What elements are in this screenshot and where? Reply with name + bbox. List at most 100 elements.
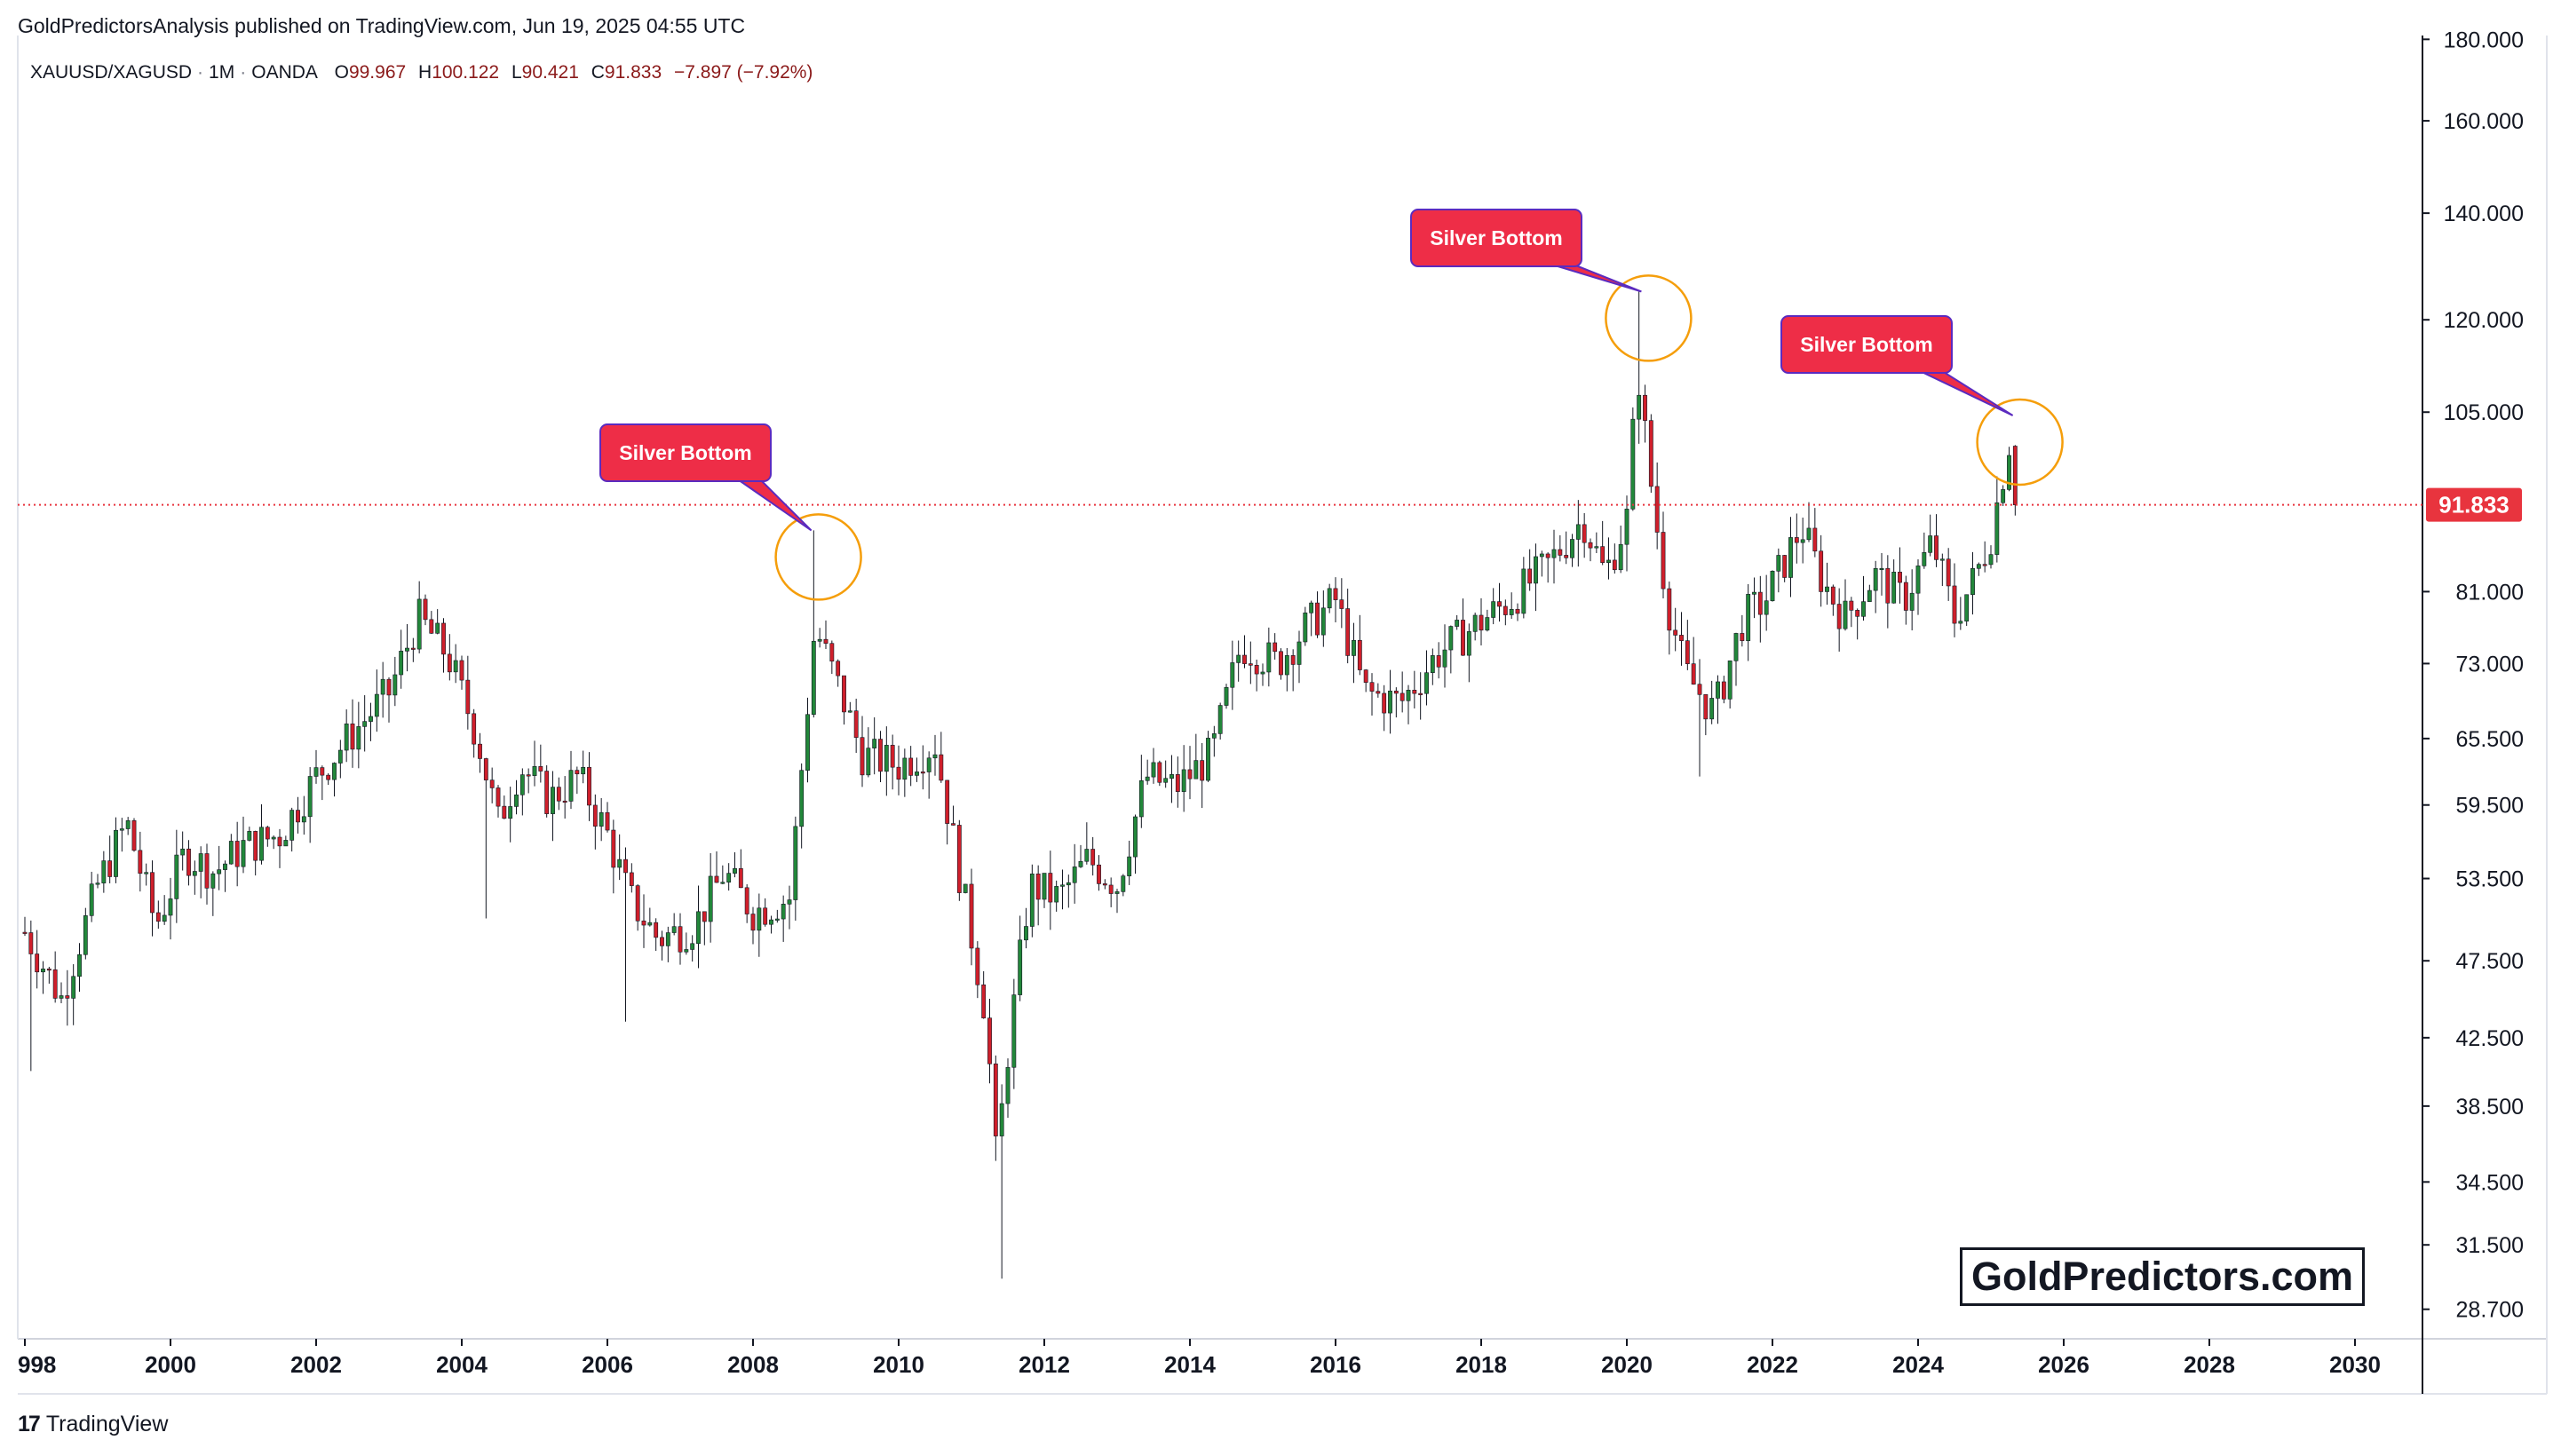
candle-body[interactable]: [1011, 994, 1017, 1068]
candle-body[interactable]: [823, 638, 829, 644]
candle-body[interactable]: [35, 954, 40, 973]
candle-body[interactable]: [1691, 663, 1696, 685]
candle-body[interactable]: [337, 749, 343, 764]
candle-body[interactable]: [1327, 588, 1332, 609]
candle-body[interactable]: [665, 932, 670, 946]
candle-body[interactable]: [1273, 642, 1278, 653]
candle-body[interactable]: [1157, 762, 1162, 783]
candle-body[interactable]: [1515, 608, 1520, 614]
candle-body[interactable]: [763, 907, 768, 925]
candle-body[interactable]: [708, 875, 713, 922]
candle-body[interactable]: [307, 776, 313, 818]
candle-body[interactable]: [453, 660, 458, 673]
candle-body[interactable]: [1491, 601, 1496, 618]
candle-body[interactable]: [1539, 553, 1544, 558]
candle-body[interactable]: [568, 770, 574, 802]
candle-body[interactable]: [847, 710, 852, 713]
candle-body[interactable]: [1958, 621, 1963, 624]
candle-body[interactable]: [1066, 882, 1071, 886]
candle-body[interactable]: [1503, 605, 1508, 615]
candle-body[interactable]: [1843, 600, 1848, 629]
legend-symbol[interactable]: XAUUSD/XAGUSD: [30, 62, 193, 83]
candle-body[interactable]: [46, 969, 52, 971]
candle-body[interactable]: [951, 823, 955, 826]
candle-body[interactable]: [1352, 639, 1356, 656]
candle-body[interactable]: [271, 836, 276, 840]
candle-body[interactable]: [1764, 600, 1769, 615]
candle-body[interactable]: [1309, 602, 1314, 613]
candle-body[interactable]: [1788, 537, 1793, 578]
candle-body[interactable]: [1757, 591, 1763, 615]
candle-body[interactable]: [908, 757, 914, 776]
candle-body[interactable]: [1072, 866, 1077, 883]
candle-body[interactable]: [374, 693, 379, 717]
candle-body[interactable]: [939, 754, 944, 781]
candle-body[interactable]: [1637, 394, 1642, 420]
candle-body[interactable]: [1740, 633, 1745, 642]
candle-body[interactable]: [234, 841, 240, 867]
candle-body[interactable]: [1102, 883, 1107, 886]
candle-body[interactable]: [1654, 486, 1660, 533]
candle-body[interactable]: [623, 859, 628, 874]
candle-body[interactable]: [277, 836, 282, 847]
candle-body[interactable]: [714, 875, 719, 883]
candle-body[interactable]: [956, 825, 962, 893]
candle-body[interactable]: [1048, 873, 1053, 903]
candle-body[interactable]: [362, 721, 368, 727]
candle-body[interactable]: [678, 926, 683, 953]
candle-body[interactable]: [168, 898, 173, 916]
candle-body[interactable]: [544, 771, 550, 814]
candle-body[interactable]: [1885, 567, 1891, 604]
candle-body[interactable]: [155, 912, 161, 922]
candle-body[interactable]: [1242, 654, 1247, 664]
candle-body[interactable]: [963, 883, 968, 893]
candle-body[interactable]: [702, 911, 707, 922]
candle-body[interactable]: [459, 660, 464, 681]
candle-body[interactable]: [1363, 669, 1368, 683]
candle-body[interactable]: [1284, 655, 1289, 676]
candle-body[interactable]: [532, 766, 537, 776]
candle-body[interactable]: [210, 873, 216, 889]
candle-body[interactable]: [1939, 558, 1945, 561]
candle-body[interactable]: [617, 859, 622, 868]
callout-box[interactable]: [1410, 209, 1582, 267]
candle-body[interactable]: [1357, 639, 1362, 670]
candle-body[interactable]: [1418, 692, 1423, 695]
candle-body[interactable]: [811, 640, 816, 716]
candle-body[interactable]: [1097, 864, 1101, 884]
candle-body[interactable]: [496, 787, 501, 807]
candle-body[interactable]: [641, 920, 646, 926]
candle-body[interactable]: [369, 716, 373, 722]
candle-body[interactable]: [198, 853, 203, 872]
candle-body[interactable]: [1448, 626, 1454, 651]
candle-body[interactable]: [738, 867, 743, 889]
legend-interval[interactable]: 1M: [209, 62, 235, 83]
candle-body[interactable]: [1078, 860, 1083, 867]
candle-body[interactable]: [1982, 564, 1987, 566]
candle-body[interactable]: [1260, 671, 1265, 675]
candle-body[interactable]: [581, 766, 586, 775]
candle-body[interactable]: [1024, 926, 1028, 941]
candle-body[interactable]: [1181, 769, 1186, 792]
candle-body[interactable]: [1630, 418, 1636, 510]
candle-body[interactable]: [1770, 570, 1775, 602]
candle-body[interactable]: [1497, 601, 1502, 607]
candle-body[interactable]: [1230, 662, 1235, 688]
candle-body[interactable]: [192, 871, 197, 876]
candle-body[interactable]: [926, 757, 932, 772]
candle-body[interactable]: [1551, 549, 1557, 558]
candle-body[interactable]: [71, 976, 76, 999]
candle-body[interactable]: [125, 820, 131, 829]
candle-body[interactable]: [1290, 655, 1296, 665]
candle-body[interactable]: [247, 831, 252, 841]
candle-body[interactable]: [1806, 527, 1812, 541]
candle-body[interactable]: [326, 774, 331, 780]
candle-body[interactable]: [1994, 502, 2000, 555]
candle-body[interactable]: [1643, 394, 1647, 421]
candle-body[interactable]: [599, 811, 604, 827]
candle-body[interactable]: [1193, 760, 1199, 779]
candle-body[interactable]: [1861, 601, 1866, 617]
candle-body[interactable]: [660, 937, 664, 946]
candle-body[interactable]: [787, 899, 792, 905]
candle-body[interactable]: [781, 904, 786, 920]
